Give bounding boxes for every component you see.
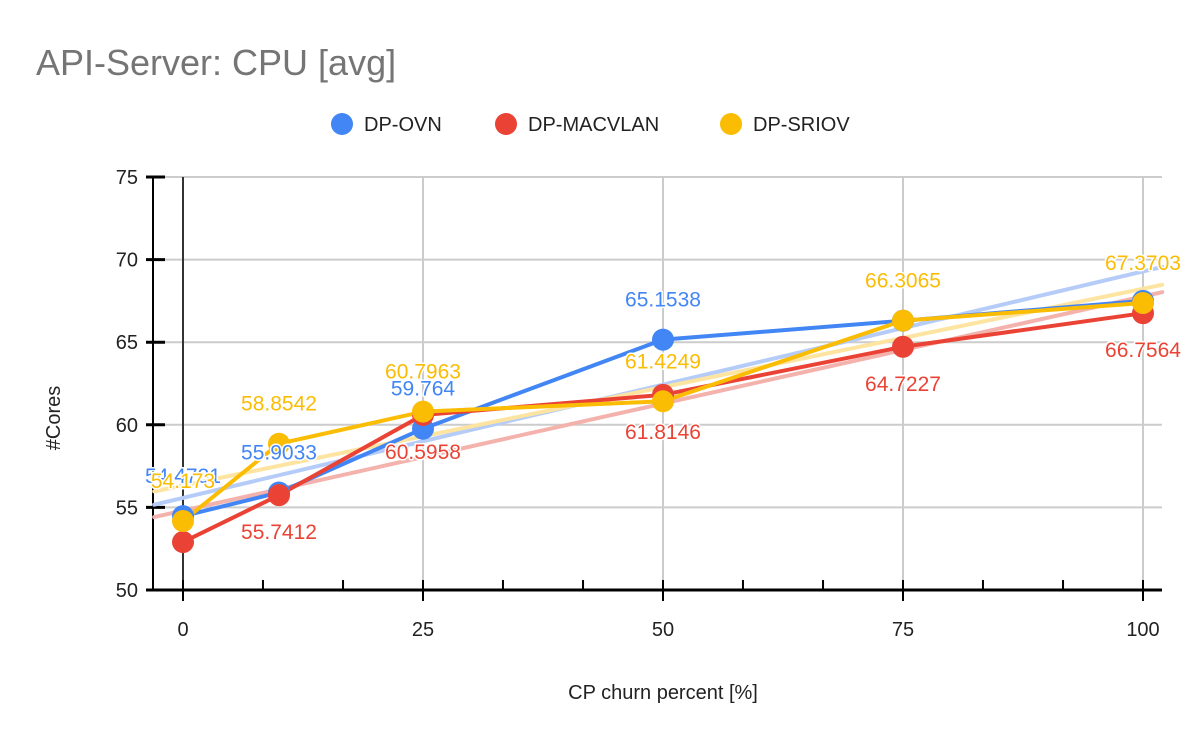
data-point	[268, 432, 290, 455]
data-point	[412, 400, 434, 423]
data-point	[268, 484, 290, 507]
data-label: 66.7564	[1105, 339, 1181, 362]
y-tick-label: 65	[116, 332, 138, 354]
data-points	[172, 289, 1154, 554]
data-point	[652, 328, 674, 351]
data-point	[892, 335, 914, 358]
y-axis-title: #Cores	[43, 386, 65, 450]
data-label: 54.173	[151, 470, 215, 493]
data-point	[892, 309, 914, 332]
legend-marker-dp-ovn	[331, 113, 353, 135]
data-label: 61.4249	[625, 350, 701, 373]
data-label: 59.764	[391, 378, 456, 401]
x-tick-label: 50	[652, 619, 674, 641]
y-tick-label: 60	[116, 415, 138, 437]
data-label: 60.5958	[385, 441, 461, 464]
data-label: 60.7963	[385, 361, 461, 384]
x-axis-title: CP churn percent [%]	[568, 682, 758, 704]
x-tick-label: 25	[412, 619, 434, 641]
data-point	[172, 510, 194, 533]
chart-title: API-Server: CPU [avg]	[36, 42, 396, 83]
data-label: 55.7412	[241, 521, 317, 544]
legend: DP-OVN DP-MACVLAN DP-SRIOV	[331, 113, 850, 136]
series-lines	[181, 298, 1144, 544]
legend-label: DP-OVN	[364, 114, 442, 136]
data-label: 64.7227	[865, 373, 941, 396]
data-label: 55.9033	[241, 441, 317, 464]
x-tick-label: 100	[1126, 619, 1159, 641]
data-point	[1132, 292, 1154, 315]
x-tick-label: 0	[177, 619, 188, 641]
data-point	[652, 390, 674, 413]
y-tick-label: 55	[116, 497, 138, 519]
data-label: 66.3065	[865, 270, 941, 293]
legend-label: DP-SRIOV	[753, 114, 850, 136]
data-label: 54.4731	[145, 465, 221, 488]
legend-label: DP-MACVLAN	[528, 114, 659, 136]
data-labels: 54.4731 55.9033 59.764 65.1538 55.7412 60.595…	[144, 251, 1183, 546]
axes: 50 55 60 65 70 75 0 25 50 75 100	[116, 167, 1162, 641]
x-tick-label: 75	[892, 619, 914, 641]
y-tick-label: 75	[116, 167, 138, 189]
y-tick-label: 70	[116, 250, 138, 272]
legend-marker-dp-macvlan	[495, 113, 517, 135]
series-line-dp-sriov	[181, 301, 1144, 523]
data-label: 58.8542	[241, 393, 317, 416]
data-label: 67.3703	[1105, 252, 1181, 275]
legend-marker-dp-sriov	[720, 113, 742, 135]
y-tick-label: 50	[116, 580, 138, 602]
data-label: 65.1538	[625, 289, 701, 312]
data-label: 61.8146	[625, 421, 701, 444]
data-point	[172, 531, 194, 554]
